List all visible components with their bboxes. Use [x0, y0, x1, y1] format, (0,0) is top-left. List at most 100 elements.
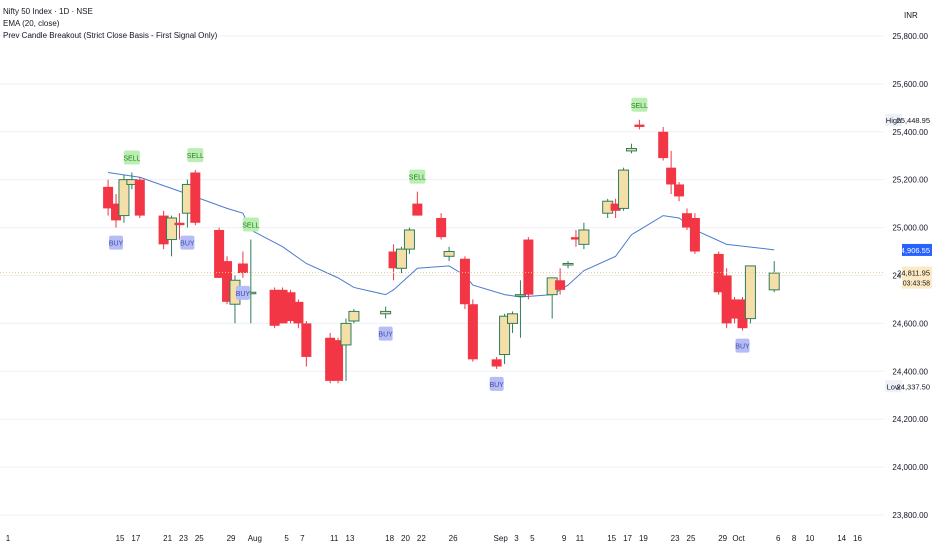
low-price-tag-label: Low [887, 382, 901, 391]
x-tick-label: Aug [248, 534, 262, 543]
candle[interactable] [158, 215, 169, 245]
candle[interactable] [285, 292, 296, 321]
buy-signal-text: BUY [236, 291, 251, 298]
candle[interactable] [388, 251, 399, 269]
y-tick-label: 25,800.00 [892, 32, 928, 41]
candle[interactable] [396, 248, 407, 269]
candle[interactable] [768, 272, 780, 291]
x-tick-label: 19 [639, 534, 648, 543]
buy-signal-label [378, 326, 393, 341]
candle[interactable] [555, 280, 566, 290]
ema-price-tag-bg [902, 243, 932, 256]
low-price-tag-bg [902, 380, 932, 393]
candle[interactable] [333, 340, 344, 381]
bar-countdown: 03:43:58 [903, 281, 930, 288]
candle[interactable] [713, 253, 724, 293]
y-tick-label: 25,000.00 [892, 224, 928, 233]
candle[interactable] [507, 313, 519, 324]
sell-signal-label [631, 97, 648, 112]
x-tick-label: 25 [687, 534, 696, 543]
candle[interactable] [190, 172, 201, 223]
candle[interactable] [729, 299, 740, 319]
buy-signal-label [735, 338, 750, 353]
x-tick-label: 8 [792, 534, 797, 543]
x-tick-label: 10 [805, 534, 814, 543]
candle[interactable] [737, 299, 748, 329]
x-tick-label: 14 [837, 534, 846, 543]
candle[interactable] [118, 179, 130, 217]
x-tick-label: 11 [576, 534, 585, 543]
high-price-tag-value: 25,448.95 [897, 116, 930, 125]
y-tick-label: 24,000.00 [892, 463, 928, 472]
candle[interactable] [436, 217, 447, 238]
chart-legend: Nifty 50 Index · 1D · NSE EMA (20, close… [3, 6, 217, 42]
symbol-title[interactable]: Nifty 50 Index · 1D · NSE [3, 7, 93, 16]
candle[interactable] [103, 186, 114, 209]
candle[interactable] [134, 179, 145, 216]
candle[interactable] [689, 217, 700, 252]
sell-signal-text: SELL [631, 103, 648, 110]
candle[interactable] [744, 265, 756, 320]
candle[interactable] [301, 323, 312, 357]
buy-signal-label [109, 235, 124, 250]
y-tick-label: 24,200.00 [892, 415, 928, 424]
candle[interactable] [562, 263, 574, 266]
currency-label[interactable]: INR [904, 11, 918, 20]
candle[interactable] [467, 304, 478, 360]
candle[interactable] [578, 229, 590, 245]
candle[interactable] [721, 275, 732, 324]
candle[interactable] [666, 167, 677, 185]
candle[interactable] [111, 203, 122, 221]
candle[interactable] [340, 322, 352, 346]
sell-signal-label [187, 148, 204, 163]
x-tick-label: 17 [131, 534, 140, 543]
x-tick-label: 15 [607, 534, 616, 543]
buy-signal-label [180, 235, 195, 250]
candle[interactable] [277, 289, 288, 324]
high-price-tag-label-bg [885, 114, 902, 127]
indicator-legend[interactable]: Prev Candle Breakout (Strict Close Basis… [3, 31, 218, 40]
ema-legend[interactable]: EMA (20, close) [3, 19, 60, 28]
y-tick-label: 25,400.00 [892, 128, 928, 137]
candle[interactable] [674, 184, 685, 197]
candle[interactable] [570, 237, 581, 240]
x-tick-label: 22 [417, 534, 426, 543]
candle[interactable] [610, 203, 621, 211]
candle[interactable] [658, 131, 669, 159]
y-tick-label: 24,600.00 [892, 319, 928, 328]
candle[interactable] [380, 310, 392, 315]
candle[interactable] [166, 217, 178, 241]
x-tick-label: 21 [163, 534, 172, 543]
buy-signal-label [235, 285, 250, 300]
candle[interactable] [237, 263, 248, 274]
candle[interactable] [222, 261, 233, 302]
candle[interactable] [348, 310, 360, 322]
candle[interactable] [523, 239, 534, 295]
candle[interactable] [403, 229, 415, 250]
buy-signal-text: BUY [735, 344, 750, 351]
candle[interactable] [293, 301, 304, 324]
buy-signal-text: BUY [489, 382, 504, 389]
candle[interactable] [625, 148, 637, 152]
candle[interactable] [412, 203, 423, 216]
sell-signal-text: SELL [242, 223, 259, 230]
candle[interactable] [459, 258, 470, 305]
candle[interactable] [618, 169, 630, 209]
x-tick-label: 11 [330, 534, 339, 543]
x-tick-label: 17 [623, 534, 632, 543]
candle[interactable] [514, 294, 526, 297]
candle[interactable] [269, 289, 280, 326]
candle[interactable] [499, 315, 511, 356]
candle[interactable] [443, 251, 455, 257]
candle[interactable] [634, 124, 645, 127]
candle[interactable] [681, 213, 692, 228]
sell-signal-text: SELL [187, 153, 204, 160]
candle[interactable] [174, 222, 185, 226]
buy-signal-label [489, 376, 504, 391]
candle[interactable] [214, 229, 225, 278]
candle[interactable] [491, 359, 502, 367]
x-tick-label: 5 [284, 534, 289, 543]
candle[interactable] [325, 337, 336, 381]
x-tick-label: 6 [776, 534, 781, 543]
